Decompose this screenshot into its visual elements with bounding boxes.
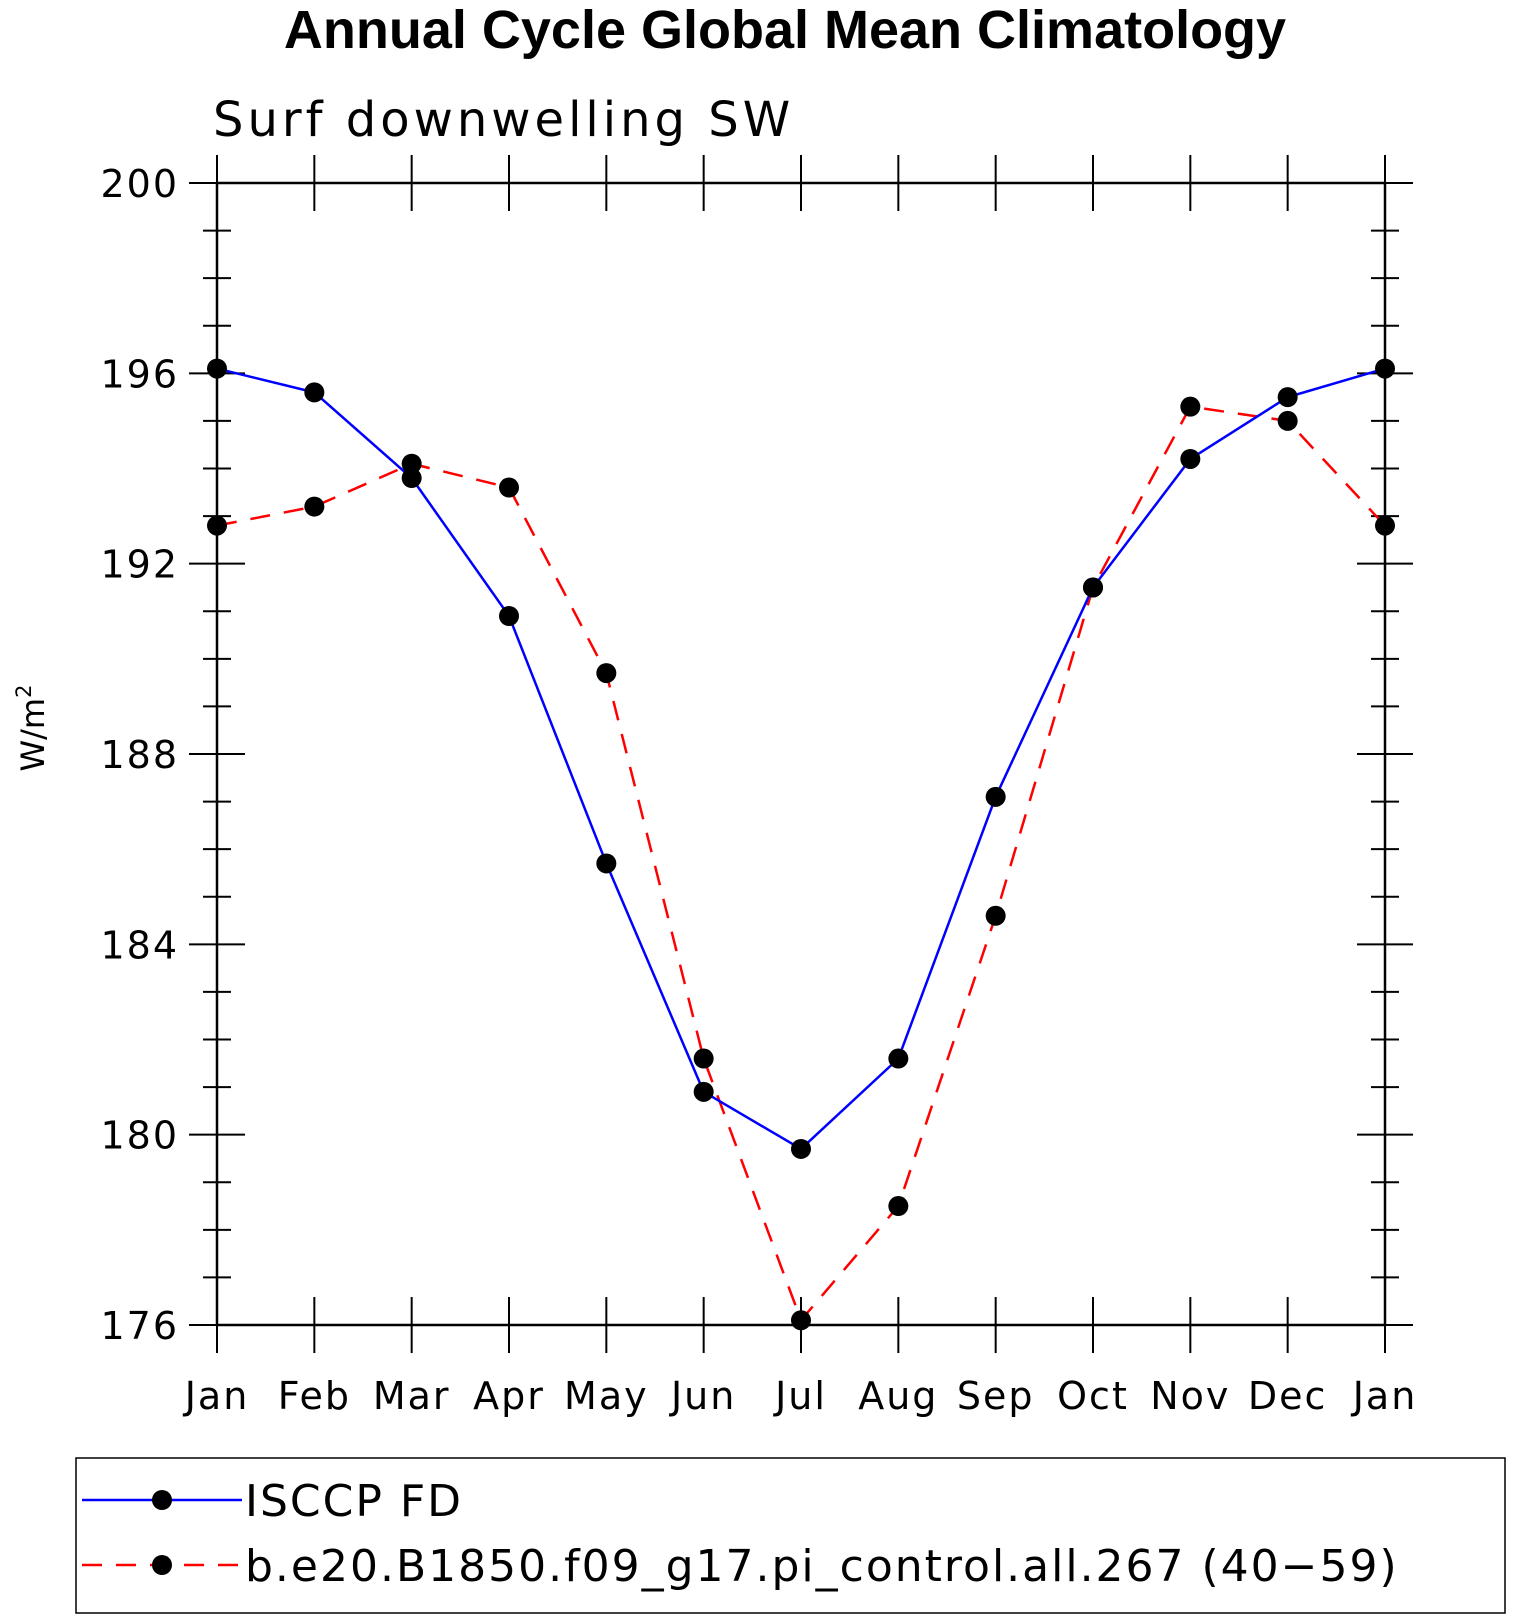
- data-point-model: [985, 905, 1006, 926]
- series-layer: [207, 358, 1395, 1331]
- data-point-isccp: [1375, 358, 1395, 379]
- y-axis-ticks: 176 180 184 188 192 196 200: [100, 162, 1413, 1348]
- series-line-isccp: [216, 367, 1386, 1151]
- y-tick-label: 200: [100, 162, 179, 206]
- y-axis-label: W/m2: [12, 685, 52, 772]
- data-point-isccp: [207, 358, 227, 379]
- y-tick-label: 180: [100, 1114, 179, 1158]
- data-point-model: [791, 1310, 811, 1331]
- data-point-isccp: [1180, 448, 1201, 469]
- data-point-isccp: [693, 1081, 714, 1102]
- series-line-model: [216, 405, 1386, 1322]
- data-point-model: [596, 663, 617, 684]
- x-tick-label: Nov: [1150, 1374, 1230, 1418]
- data-point-model: [1277, 410, 1298, 431]
- y-tick-label: 196: [100, 352, 179, 396]
- legend-box: [75, 1457, 1506, 1614]
- data-point-isccp: [596, 853, 617, 874]
- data-point-model: [693, 1048, 714, 1069]
- data-point-isccp: [304, 382, 325, 403]
- y-tick-label: 184: [100, 923, 179, 967]
- y-tick-label: 188: [100, 733, 179, 777]
- data-point-model: [1180, 396, 1201, 417]
- x-tick-label: Oct: [1057, 1374, 1129, 1418]
- y-axis-label-superscript: 2: [12, 685, 36, 698]
- x-axis-ticks: Jan Feb Mar Apr May Jun Jul Aug Sep Oct Nov Dec Jan: [183, 155, 1418, 1418]
- x-tick-label: Jun: [669, 1374, 736, 1418]
- x-tick-label: Sep: [957, 1374, 1035, 1418]
- chart-subtitle: Surf downwelling SW: [213, 92, 794, 148]
- data-point-isccp: [888, 1048, 909, 1069]
- data-point-isccp: [791, 1138, 811, 1159]
- data-point-model: [888, 1196, 909, 1217]
- x-tick-label: Apr: [473, 1374, 545, 1418]
- x-tick-label: Dec: [1248, 1374, 1328, 1418]
- legend-label-model: b.e20.B1850.f09_g17.pi_control.all.267 (…: [245, 1541, 1399, 1592]
- x-tick-label: May: [564, 1374, 649, 1418]
- data-point-isccp: [985, 786, 1006, 807]
- y-tick-label: 176: [100, 1304, 179, 1348]
- data-point-model: [499, 477, 519, 498]
- data-point-model: [304, 496, 325, 517]
- data-point-isccp: [499, 606, 519, 627]
- x-tick-label: Feb: [278, 1374, 351, 1418]
- data-point-isccp: [1277, 387, 1298, 408]
- y-tick-label: 192: [100, 543, 179, 587]
- data-point-isccp: [401, 468, 422, 489]
- legend: ISCCP FD b.e20.B1850.f09_g17.pi_control.…: [75, 1457, 1506, 1614]
- x-tick-label: Jul: [773, 1374, 827, 1418]
- legend-label-isccp: ISCCP FD: [245, 1476, 463, 1527]
- y-axis-label-base: W/m: [14, 698, 52, 772]
- data-point-model: [1375, 515, 1395, 536]
- legend-marker-isccp: [152, 1490, 172, 1510]
- legend-marker-model: [152, 1555, 172, 1575]
- data-point-model: [401, 453, 422, 474]
- data-point-isccp: [1083, 577, 1103, 598]
- x-tick-label: Jan: [1351, 1374, 1418, 1418]
- chart-title: Annual Cycle Global Mean Climatology: [284, 0, 1286, 60]
- data-point-model: [207, 515, 227, 536]
- x-tick-label: Jan: [183, 1374, 250, 1418]
- x-tick-label: Aug: [858, 1374, 938, 1418]
- x-tick-label: Mar: [373, 1374, 451, 1418]
